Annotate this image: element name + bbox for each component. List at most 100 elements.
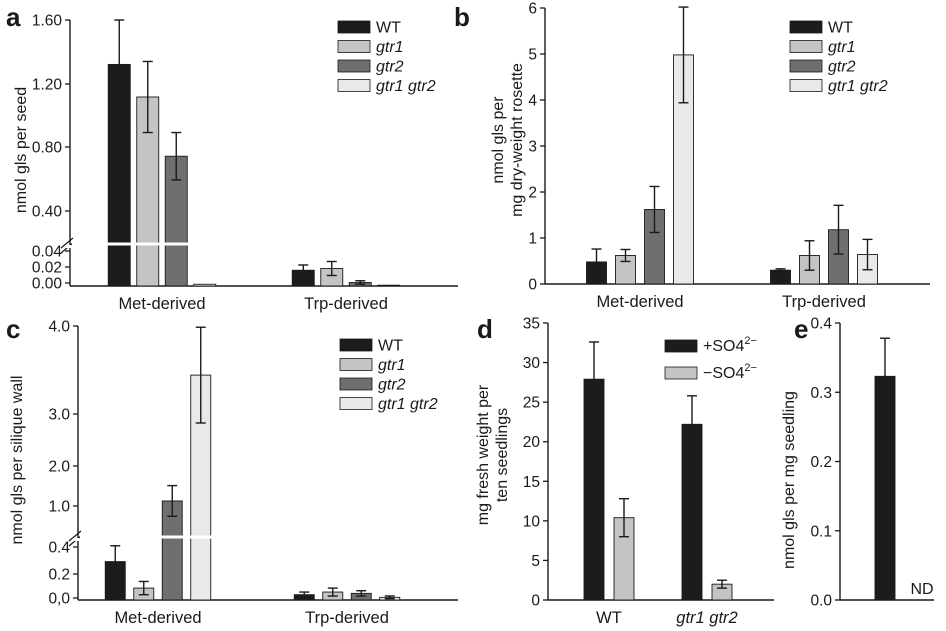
y-tick-label: 5 bbox=[531, 553, 540, 570]
y-tick-label: 5 bbox=[528, 47, 537, 64]
legend-label: gtr2 bbox=[376, 59, 404, 76]
nd-annotation: ND bbox=[910, 581, 933, 598]
y-tick-label: 1 bbox=[528, 231, 537, 248]
legend-label: WT bbox=[828, 20, 853, 37]
y-tick-label: 0,0 bbox=[48, 591, 70, 608]
legend-swatch bbox=[789, 40, 823, 53]
legend-swatch bbox=[664, 366, 698, 380]
y-axis-label: mg fresh weight per ten seedlings bbox=[475, 384, 511, 525]
bar bbox=[377, 284, 401, 287]
y-tick-label: 0.2 bbox=[48, 567, 70, 584]
y-tick-label: 0.04 bbox=[32, 244, 63, 261]
legend-label: gtr2 bbox=[378, 377, 406, 394]
legend-swatch bbox=[337, 40, 371, 53]
y-axis-label-line: ten seedlings bbox=[494, 408, 511, 502]
y-tick-label: 0.00 bbox=[32, 276, 63, 293]
y-tick-label: 4 bbox=[528, 93, 537, 110]
legend-swatch bbox=[789, 79, 823, 92]
legend-label: −SO42− bbox=[703, 362, 757, 382]
legend-label: gtr1 bbox=[378, 357, 406, 374]
axis-break-mark bbox=[68, 530, 82, 542]
panel-b: b 0 1 2 3 4 5 6 nmol gls per mg dry-weight rosett… bbox=[454, 1, 930, 311]
panel-c: c 4.0 3.0 2.0 1.0 0.4 0.2 0,0 nmol gls per siliq… bbox=[6, 314, 458, 627]
legend-swatch bbox=[337, 59, 371, 73]
x-category-label: Met-derived bbox=[596, 293, 683, 311]
legend-label: gtr2 bbox=[828, 59, 856, 76]
legend-label-main: +SO4 bbox=[703, 338, 744, 355]
legend-label: gtr1 gtr2 bbox=[828, 78, 888, 95]
x-category-label: Trp-derived bbox=[304, 295, 388, 313]
panel-a: a 1.60 1.20 0.80 0.40 0.040.020.00 nmol gls pe… bbox=[6, 2, 458, 313]
legend-swatch bbox=[664, 339, 698, 353]
y-axis-label-line: mg fresh weight per bbox=[475, 384, 492, 525]
y-tick-label: 0.02 bbox=[32, 260, 62, 277]
panel-e: e 0.0 0.1 0.2 0.3 0.4 nmol gls per mg seedling… bbox=[781, 314, 934, 610]
y-tick-label: 0.2 bbox=[810, 454, 832, 471]
y-tick-label: 30 bbox=[523, 355, 541, 372]
bar-break-stripe bbox=[80, 535, 458, 539]
legend-label: gtr1 bbox=[828, 39, 856, 56]
legend-label: gtr1 gtr2 bbox=[376, 78, 436, 95]
legend-swatch bbox=[337, 79, 371, 92]
y-tick-label: 0.0 bbox=[810, 593, 832, 610]
y-axis-label: nmol gls per seed bbox=[13, 87, 30, 213]
y-tick-label: 1.60 bbox=[32, 13, 63, 30]
y-tick-label: 0 bbox=[531, 593, 540, 610]
y-tick-label: 6 bbox=[528, 1, 537, 18]
y-tick-label: 15 bbox=[523, 474, 540, 491]
y-axis-label-line: mg dry-weight rosette bbox=[509, 63, 526, 217]
y-axis-label: nmol gls per mg seedling bbox=[781, 391, 798, 569]
legend-swatch bbox=[339, 338, 373, 352]
bar-break-stripe bbox=[72, 242, 458, 246]
legend-swatch bbox=[339, 358, 373, 371]
legend-label-main: −SO4 bbox=[703, 365, 744, 382]
legend-label: WT bbox=[378, 338, 403, 355]
y-tick-label: 20 bbox=[523, 434, 541, 451]
legend: +SO42−−SO42− bbox=[664, 335, 757, 382]
legend: WT gtr1 gtr2 gtr1 gtr2 bbox=[789, 20, 888, 95]
legend-label: gtr1 bbox=[376, 39, 404, 56]
y-tick-label: 0.4 bbox=[48, 540, 70, 557]
y-tick-label: 1.0 bbox=[48, 499, 70, 516]
legend-label: WT bbox=[376, 20, 401, 37]
x-category-label: WT bbox=[596, 609, 622, 627]
x-category-label: Trp-derived bbox=[782, 293, 866, 311]
y-tick-label: 2 bbox=[528, 185, 537, 202]
legend-label-superscript: 2− bbox=[744, 335, 757, 347]
y-tick-label: 25 bbox=[523, 395, 540, 412]
y-tick-label: 4.0 bbox=[48, 319, 70, 336]
y-tick-label: 10 bbox=[523, 513, 541, 530]
y-tick-label: 1.20 bbox=[32, 77, 63, 94]
panel-label: e bbox=[794, 314, 808, 344]
y-tick-label: 0.4 bbox=[810, 316, 832, 333]
x-category-label: gtr1 gtr2 bbox=[676, 609, 737, 627]
axis-break-mark bbox=[60, 237, 74, 249]
y-tick-label: 0.40 bbox=[32, 204, 63, 221]
legend: WT gtr1 gtr2 gtr1 gtr2 bbox=[337, 20, 436, 95]
y-tick-label: 3 bbox=[528, 139, 537, 156]
y-axis-label: nmol gls per mg dry-weight rosette bbox=[490, 63, 526, 217]
panel-label: d bbox=[477, 314, 493, 344]
panel-d: d 0 5 10 15 20 25 30 35 mg fresh weight per ten se… bbox=[475, 314, 774, 627]
legend-swatch bbox=[339, 397, 373, 410]
y-tick-label: 0.3 bbox=[810, 385, 832, 402]
y-axis-label-line: nmol gls per bbox=[490, 96, 507, 184]
legend-swatch bbox=[789, 20, 823, 34]
legend-label: +SO42− bbox=[703, 335, 757, 355]
y-tick-label: 0.80 bbox=[32, 140, 63, 157]
y-tick-label: 3.0 bbox=[48, 407, 70, 424]
legend-swatch bbox=[337, 20, 371, 34]
legend-label: gtr1 gtr2 bbox=[378, 396, 438, 413]
y-axis-label: nmol gls per silique wall bbox=[9, 376, 26, 545]
x-category-label: Met-derived bbox=[114, 609, 201, 627]
legend: WT gtr1 gtr2 gtr1 gtr2 bbox=[339, 338, 438, 413]
legend-swatch bbox=[339, 377, 373, 391]
panel-label: b bbox=[454, 2, 470, 32]
x-category-label: Met-derived bbox=[118, 295, 205, 313]
panel-label: a bbox=[6, 2, 21, 32]
legend-label-superscript: 2− bbox=[744, 362, 757, 374]
legend-swatch bbox=[789, 59, 823, 73]
bar bbox=[193, 283, 217, 287]
y-tick-label: 35 bbox=[523, 316, 540, 333]
